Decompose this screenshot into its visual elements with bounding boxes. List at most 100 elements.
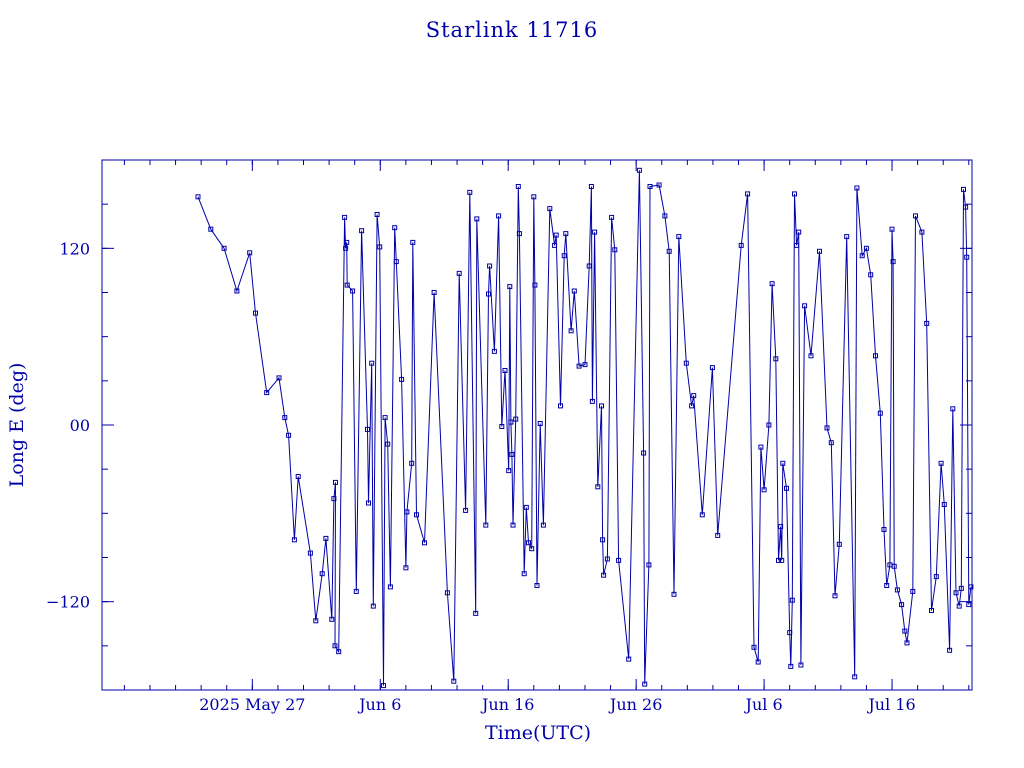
data-point <box>534 583 540 588</box>
data-point <box>904 640 910 646</box>
data-point <box>941 502 947 507</box>
data-point <box>699 512 705 518</box>
data-point <box>422 540 427 546</box>
data-point <box>589 398 595 404</box>
data-point <box>766 422 772 428</box>
data-point <box>745 191 751 197</box>
data-point <box>947 647 953 653</box>
data-point <box>792 191 797 197</box>
data-point <box>604 556 610 562</box>
data-point <box>769 281 775 287</box>
data-point <box>332 643 338 649</box>
data-point <box>410 239 416 245</box>
data-point <box>963 204 969 210</box>
data-point <box>451 678 457 684</box>
data-point <box>773 356 779 362</box>
data-point <box>595 484 601 490</box>
data-point <box>531 194 537 200</box>
data-point <box>510 522 516 528</box>
data-point <box>558 403 563 409</box>
data-point <box>884 583 890 588</box>
data-point <box>852 674 858 680</box>
x-tick-label: Jul 16 <box>866 695 915 714</box>
data-point <box>666 248 672 254</box>
x-tick-label: Jun 26 <box>608 695 662 714</box>
data-point <box>365 426 370 432</box>
data-point <box>553 232 559 238</box>
data-point <box>899 602 905 608</box>
data-point <box>353 588 359 594</box>
data-point <box>392 225 398 231</box>
data-point <box>323 535 329 541</box>
data-point <box>824 425 830 431</box>
axis-ticks: 2025 May 27 Jun 6 Jun 16 Jun 26 Jul 6 Jul 16 1… <box>46 160 972 714</box>
data-point <box>715 532 721 538</box>
data-point <box>854 185 860 191</box>
data-point <box>513 416 519 422</box>
data-point <box>537 421 543 426</box>
data-point <box>894 587 900 593</box>
data-point <box>385 441 391 447</box>
data-point <box>350 288 356 294</box>
data-point <box>636 167 642 173</box>
x-tick-label: Jul 6 <box>744 695 783 714</box>
data-point <box>691 393 697 399</box>
data-point <box>832 593 838 599</box>
data-point <box>247 250 253 256</box>
x-tick-label: Jun 6 <box>357 695 401 714</box>
series-line <box>197 170 972 686</box>
data-point <box>592 229 598 235</box>
data-point <box>343 245 349 251</box>
data-point <box>913 213 918 219</box>
data-point <box>403 565 409 571</box>
data-point <box>456 270 462 276</box>
data-point <box>656 182 662 188</box>
data-point <box>582 362 588 368</box>
x-tick-label: Jun 16 <box>480 695 534 714</box>
y-tick-label: 00 <box>70 416 90 435</box>
data-point <box>387 584 393 590</box>
data-point <box>881 527 887 532</box>
data-point <box>496 213 502 219</box>
data-point <box>307 550 313 556</box>
data-point <box>319 571 325 577</box>
data-point <box>344 282 350 288</box>
data-point <box>761 487 767 493</box>
data-point <box>758 444 764 450</box>
plot-frame <box>101 159 973 691</box>
data-point <box>195 194 201 200</box>
data-point <box>295 474 301 479</box>
data-point <box>313 618 319 624</box>
data-point <box>616 557 622 563</box>
data-point <box>780 460 786 466</box>
data-point <box>369 360 375 366</box>
data-point <box>561 253 567 259</box>
data-point <box>276 375 282 381</box>
data-point <box>968 584 974 590</box>
data-point <box>508 419 514 425</box>
data-point <box>873 353 878 359</box>
chart-title: Starlink 11716 <box>426 18 599 42</box>
data-point <box>877 410 883 416</box>
data-point <box>516 231 522 237</box>
data-point <box>404 509 410 515</box>
data-point <box>788 663 794 669</box>
data-point <box>563 231 569 237</box>
data-point <box>409 460 415 466</box>
data-point <box>784 485 789 491</box>
data-point <box>547 206 553 212</box>
data-point <box>779 557 785 563</box>
data-point <box>919 229 925 235</box>
data-point <box>473 610 479 616</box>
data-point <box>540 522 546 528</box>
data-point <box>370 603 376 609</box>
data-point <box>751 644 757 650</box>
x-axis-label: Time(UTC) <box>485 722 591 744</box>
data-point <box>393 259 399 265</box>
data-point <box>487 263 493 269</box>
data-point <box>689 403 695 409</box>
data-point <box>961 186 966 192</box>
data-point <box>933 574 939 580</box>
data-point <box>709 365 715 371</box>
